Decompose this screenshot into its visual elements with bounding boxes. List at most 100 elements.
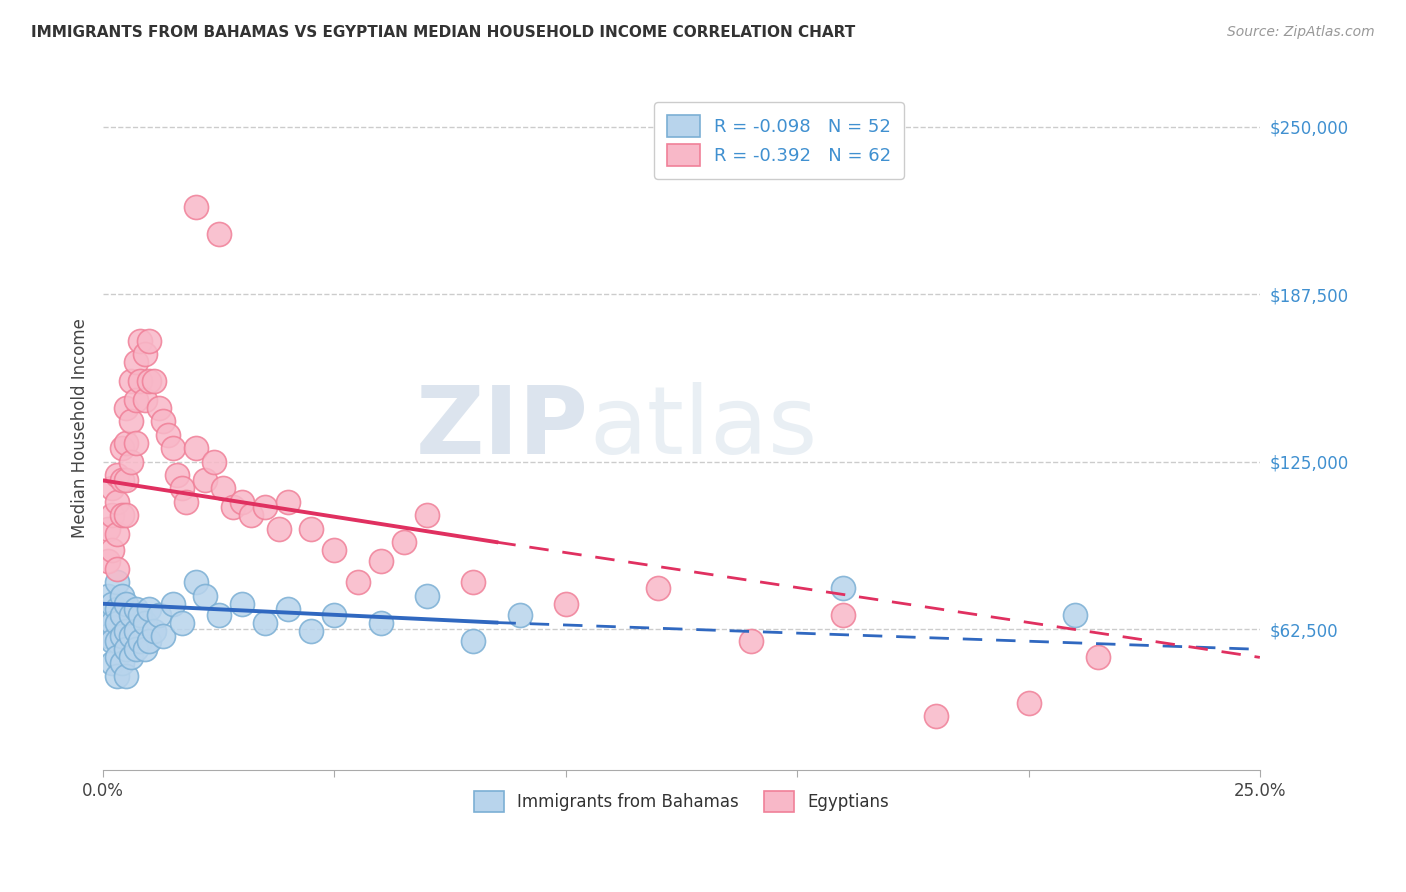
- Point: [115, 508, 138, 523]
- Text: IMMIGRANTS FROM BAHAMAS VS EGYPTIAN MEDIAN HOUSEHOLD INCOME CORRELATION CHART: IMMIGRANTS FROM BAHAMAS VS EGYPTIAN MEDI…: [31, 25, 855, 40]
- Point: [832, 607, 855, 622]
- Point: [105, 562, 128, 576]
- Point: [124, 602, 146, 616]
- Point: [115, 642, 138, 657]
- Point: [120, 629, 142, 643]
- Point: [111, 442, 134, 456]
- Point: [105, 495, 128, 509]
- Point: [120, 455, 142, 469]
- Point: [115, 401, 138, 415]
- Point: [184, 200, 207, 214]
- Point: [162, 442, 184, 456]
- Point: [416, 589, 439, 603]
- Point: [166, 468, 188, 483]
- Point: [111, 589, 134, 603]
- Point: [152, 415, 174, 429]
- Point: [134, 642, 156, 657]
- Point: [115, 474, 138, 488]
- Point: [267, 522, 290, 536]
- Point: [111, 474, 134, 488]
- Point: [111, 656, 134, 670]
- Point: [111, 607, 134, 622]
- Point: [120, 607, 142, 622]
- Point: [124, 392, 146, 407]
- Point: [148, 401, 170, 415]
- Point: [138, 334, 160, 348]
- Y-axis label: Median Household Income: Median Household Income: [72, 318, 89, 538]
- Point: [120, 415, 142, 429]
- Point: [97, 554, 120, 568]
- Text: atlas: atlas: [589, 382, 817, 475]
- Text: Source: ZipAtlas.com: Source: ZipAtlas.com: [1227, 25, 1375, 39]
- Point: [221, 500, 243, 515]
- Point: [138, 602, 160, 616]
- Point: [129, 634, 152, 648]
- Point: [194, 589, 217, 603]
- Point: [129, 607, 152, 622]
- Point: [1063, 607, 1085, 622]
- Point: [231, 597, 253, 611]
- Point: [101, 656, 124, 670]
- Point: [101, 634, 124, 648]
- Point: [184, 442, 207, 456]
- Point: [105, 527, 128, 541]
- Point: [105, 468, 128, 483]
- Point: [370, 554, 392, 568]
- Point: [170, 615, 193, 630]
- Point: [231, 495, 253, 509]
- Point: [148, 607, 170, 622]
- Point: [101, 615, 124, 630]
- Point: [346, 575, 368, 590]
- Point: [509, 607, 531, 622]
- Point: [925, 709, 948, 723]
- Point: [138, 374, 160, 388]
- Point: [105, 650, 128, 665]
- Point: [277, 495, 299, 509]
- Point: [323, 543, 346, 558]
- Point: [194, 474, 217, 488]
- Point: [124, 436, 146, 450]
- Point: [101, 508, 124, 523]
- Point: [111, 629, 134, 643]
- Point: [120, 374, 142, 388]
- Point: [105, 669, 128, 683]
- Point: [277, 602, 299, 616]
- Point: [105, 602, 128, 616]
- Point: [299, 624, 322, 638]
- Point: [740, 634, 762, 648]
- Point: [97, 589, 120, 603]
- Point: [392, 535, 415, 549]
- Point: [299, 522, 322, 536]
- Point: [97, 522, 120, 536]
- Point: [832, 581, 855, 595]
- Point: [134, 347, 156, 361]
- Text: ZIP: ZIP: [416, 382, 589, 475]
- Point: [208, 227, 231, 241]
- Point: [463, 634, 485, 648]
- Point: [115, 624, 138, 638]
- Point: [105, 615, 128, 630]
- Point: [463, 575, 485, 590]
- Point: [124, 642, 146, 657]
- Point: [124, 355, 146, 369]
- Point: [240, 508, 263, 523]
- Point: [143, 374, 166, 388]
- Point: [129, 374, 152, 388]
- Point: [134, 615, 156, 630]
- Point: [176, 495, 198, 509]
- Point: [143, 624, 166, 638]
- Point: [202, 455, 225, 469]
- Point: [101, 597, 124, 611]
- Point: [115, 669, 138, 683]
- Point: [101, 482, 124, 496]
- Point: [115, 436, 138, 450]
- Point: [1018, 696, 1040, 710]
- Point: [111, 508, 134, 523]
- Point: [370, 615, 392, 630]
- Point: [152, 629, 174, 643]
- Point: [97, 629, 120, 643]
- Point: [212, 482, 235, 496]
- Point: [138, 634, 160, 648]
- Point: [184, 575, 207, 590]
- Point: [124, 624, 146, 638]
